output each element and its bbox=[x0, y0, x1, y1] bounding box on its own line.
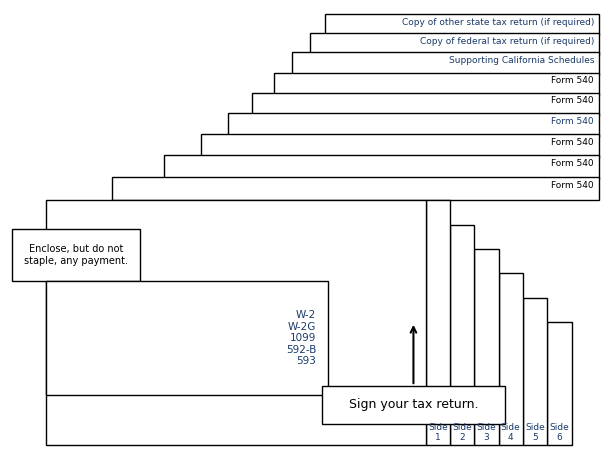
Text: Form 540: Form 540 bbox=[551, 96, 594, 105]
Text: Enclose, but do not
staple, any payment.: Enclose, but do not staple, any payment. bbox=[24, 244, 128, 266]
Bar bbox=[46, 281, 328, 395]
Bar bbox=[523, 298, 547, 445]
Bar bbox=[322, 386, 505, 424]
Bar bbox=[274, 73, 599, 95]
Text: Form 540: Form 540 bbox=[551, 159, 594, 168]
Text: Side
5: Side 5 bbox=[525, 423, 545, 442]
Text: Copy of federal tax return (if required): Copy of federal tax return (if required) bbox=[420, 37, 594, 45]
Text: Form 540: Form 540 bbox=[551, 138, 594, 147]
Bar bbox=[46, 200, 426, 445]
Text: Side
1: Side 1 bbox=[428, 423, 447, 442]
Bar bbox=[12, 229, 140, 281]
Text: Copy of other state tax return (if required): Copy of other state tax return (if requi… bbox=[402, 18, 594, 27]
Text: Side
2: Side 2 bbox=[452, 423, 472, 442]
Bar bbox=[474, 249, 499, 445]
Text: Form 540: Form 540 bbox=[551, 76, 594, 85]
Text: Side
3: Side 3 bbox=[477, 423, 496, 442]
Bar bbox=[252, 93, 599, 116]
Bar bbox=[310, 33, 599, 55]
Bar bbox=[292, 52, 599, 75]
Bar bbox=[450, 225, 474, 445]
Bar bbox=[499, 273, 523, 445]
Bar bbox=[112, 177, 599, 200]
Text: Sign your tax return.: Sign your tax return. bbox=[349, 398, 478, 411]
Bar bbox=[164, 155, 599, 179]
Text: W-2
W-2G
1099
592-B
593: W-2 W-2G 1099 592-B 593 bbox=[286, 310, 316, 366]
Text: Supporting California Schedules: Supporting California Schedules bbox=[449, 56, 594, 65]
Bar bbox=[325, 14, 599, 35]
Bar bbox=[547, 322, 572, 445]
Text: Side
6: Side 6 bbox=[550, 423, 569, 442]
Text: Side
4: Side 4 bbox=[501, 423, 520, 442]
Text: Form 540: Form 540 bbox=[551, 117, 594, 126]
Text: Form 540: Form 540 bbox=[551, 181, 594, 190]
Bar bbox=[426, 200, 450, 445]
Bar bbox=[228, 113, 599, 137]
Bar bbox=[201, 134, 599, 158]
